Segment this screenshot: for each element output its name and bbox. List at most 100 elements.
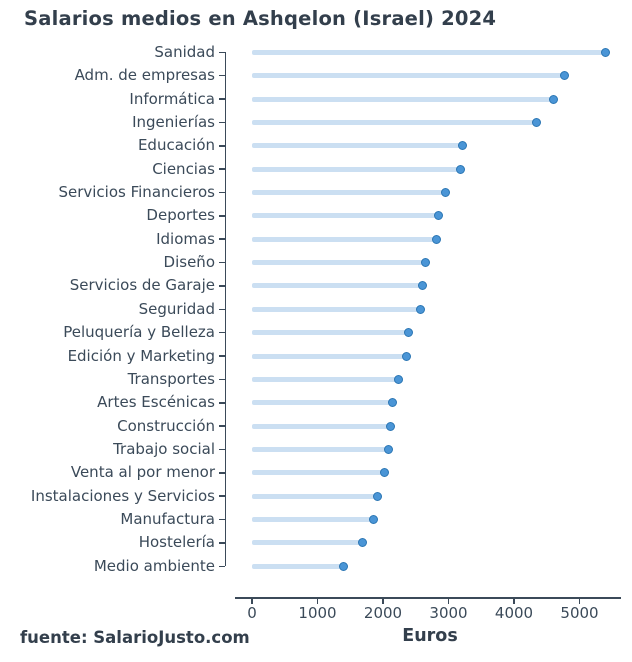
y-tick-mark <box>218 495 225 497</box>
x-tick-mark <box>513 598 515 604</box>
x-tick-label: 1000 <box>298 604 337 622</box>
y-tick-mark <box>218 191 225 194</box>
value-bar <box>252 353 407 359</box>
y-tick-mark <box>218 308 225 311</box>
category-label: Diseño <box>163 253 215 272</box>
value-dot <box>456 164 466 174</box>
value-dot <box>441 187 451 197</box>
y-tick-mark <box>218 121 225 124</box>
category-label: Adm. de empresas <box>74 66 215 85</box>
y-tick-mark <box>218 565 225 568</box>
x-tick-mark <box>316 598 319 604</box>
value-bar <box>252 540 363 546</box>
value-dot <box>404 328 414 338</box>
value-dot <box>386 421 396 431</box>
y-axis-spine <box>224 52 226 567</box>
category-label: Informática <box>129 89 215 108</box>
x-tick-mark <box>447 598 450 604</box>
category-label: Deportes <box>146 206 215 225</box>
x-axis-spine <box>235 597 621 599</box>
y-tick-mark <box>218 98 225 100</box>
value-bar <box>252 96 554 102</box>
value-bar <box>252 189 446 195</box>
y-tick-mark <box>218 402 225 404</box>
category-label: Hostelería <box>138 533 215 552</box>
value-dot <box>421 258 431 268</box>
value-bar <box>252 49 606 55</box>
value-bar <box>252 470 385 476</box>
category-label: Trabajo social <box>113 439 215 458</box>
y-tick-mark <box>218 261 225 264</box>
y-tick-mark <box>218 518 225 521</box>
category-label: Educación <box>137 136 215 155</box>
y-tick-mark <box>218 448 225 451</box>
category-label: Ciencias <box>152 159 215 178</box>
value-bar <box>252 213 439 219</box>
x-tick-label: 3000 <box>429 604 468 622</box>
x-axis-label: Euros <box>402 626 458 646</box>
value-dot <box>559 71 569 81</box>
x-tick-mark <box>382 598 384 604</box>
value-bar <box>252 330 409 336</box>
value-dot <box>373 491 383 501</box>
y-tick-mark <box>218 355 225 357</box>
category-label: Venta al por menor <box>70 463 215 482</box>
value-dot <box>394 374 404 384</box>
x-tick-label: 4000 <box>494 604 534 622</box>
category-label: Artes Escénicas <box>97 393 215 412</box>
value-dot <box>415 304 425 314</box>
x-tick-mark <box>578 598 581 604</box>
value-bar <box>252 236 437 242</box>
value-dot <box>384 444 394 454</box>
y-tick-mark <box>218 472 225 474</box>
value-bar <box>252 143 463 149</box>
x-tick-label: 5000 <box>560 604 599 622</box>
category-label: Construcción <box>117 416 215 435</box>
source-note: fuente: SalarioJusto.com <box>20 628 250 647</box>
value-bar <box>252 563 344 569</box>
y-tick-mark <box>218 74 225 77</box>
value-dot <box>458 141 468 151</box>
value-bar <box>252 260 426 266</box>
value-dot <box>418 281 428 291</box>
value-dot <box>379 468 389 478</box>
value-bar <box>252 283 423 289</box>
value-dot <box>433 211 443 221</box>
category-label: Sanidad <box>154 42 215 61</box>
category-label: Seguridad <box>138 299 215 318</box>
y-tick-mark <box>218 238 225 240</box>
x-tick-label: 2000 <box>363 604 403 622</box>
value-bar <box>252 166 461 172</box>
value-bar <box>252 493 378 499</box>
category-label: Edición y Marketing <box>67 346 215 365</box>
value-dot <box>357 538 367 548</box>
value-dot <box>548 94 558 104</box>
value-bar <box>252 119 537 125</box>
value-dot <box>600 47 610 57</box>
category-label: Servicios Financieros <box>58 182 215 201</box>
x-tick-label: 0 <box>247 604 257 622</box>
value-bar <box>252 73 565 79</box>
category-label: Ingenierías <box>132 112 215 131</box>
x-tick-mark <box>251 598 253 604</box>
value-dot <box>532 117 542 127</box>
y-tick-mark <box>218 542 225 544</box>
chart-title: Salarios medios en Ashqelon (Israel) 202… <box>24 7 497 30</box>
value-bar <box>252 446 389 452</box>
category-label: Instalaciones y Servicios <box>30 486 215 505</box>
y-tick-mark <box>218 285 225 287</box>
category-label: Transportes <box>127 369 215 388</box>
value-dot <box>402 351 412 361</box>
value-bar <box>252 517 374 523</box>
y-tick-mark <box>218 168 225 170</box>
value-bar <box>252 423 391 429</box>
value-dot <box>432 234 442 244</box>
y-tick-mark <box>218 425 225 427</box>
value-bar <box>252 376 399 382</box>
category-label: Servicios de Garaje <box>69 276 215 295</box>
value-dot <box>338 561 348 571</box>
value-dot <box>368 515 378 525</box>
value-bar <box>252 306 421 312</box>
y-tick-mark <box>218 215 225 217</box>
